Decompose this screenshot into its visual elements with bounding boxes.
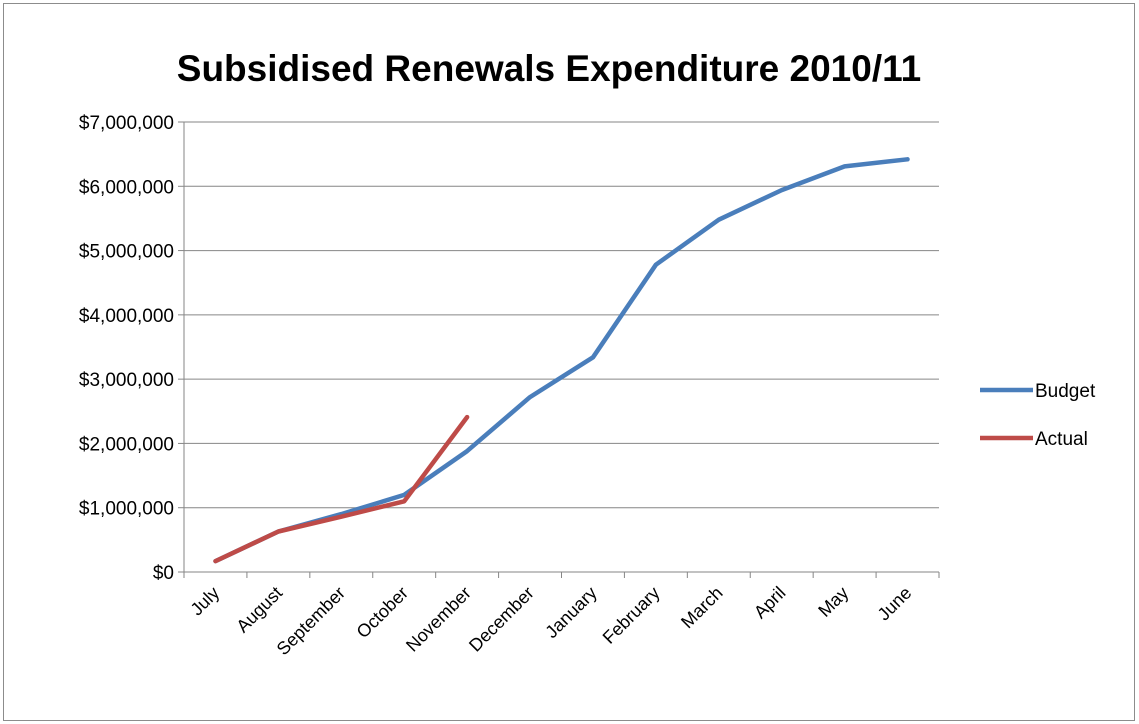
x-tick-label: March: [677, 583, 727, 633]
series-line-budget: [213, 157, 910, 564]
x-tick-label: July: [187, 583, 224, 620]
y-axis-tick-labels: $0 $1,000,000 $2,000,000 $3,000,000 $4,000,0…: [79, 113, 174, 584]
y-tick-label: $0: [153, 563, 174, 584]
y-tick-label: $5,000,000: [79, 242, 174, 263]
line-chart: Subsidised Renewals Expenditure 2010/11 …: [79, 48, 1096, 659]
x-tick-label: October: [353, 583, 412, 642]
chart-title: Subsidised Renewals Expenditure 2010/11: [177, 48, 921, 89]
chart-frame: Subsidised Renewals Expenditure 2010/11 …: [3, 3, 1135, 721]
y-tick-label: $2,000,000: [79, 434, 174, 455]
series-lines: [213, 157, 910, 564]
x-tick-label: January: [541, 583, 600, 642]
y-tick-label: $4,000,000: [79, 306, 174, 327]
x-tick-label: September: [273, 583, 349, 659]
x-tick-label: April: [750, 583, 790, 623]
y-tick-label: $6,000,000: [79, 177, 174, 198]
x-tick-label: November: [402, 583, 475, 656]
gridlines: [184, 121, 939, 509]
legend: Budget Actual: [980, 381, 1096, 450]
series-line-actual: [213, 414, 470, 564]
legend-label-budget: Budget: [1035, 381, 1096, 402]
axes: [178, 121, 940, 578]
x-tick-label: December: [465, 583, 538, 656]
x-tick-label: May: [814, 583, 852, 621]
y-tick-label: $7,000,000: [79, 113, 174, 134]
x-tick-label: June: [874, 583, 916, 625]
x-tick-label: August: [232, 583, 286, 637]
legend-label-actual: Actual: [1035, 429, 1088, 450]
y-tick-label: $3,000,000: [79, 370, 174, 391]
y-tick-label: $1,000,000: [79, 499, 174, 520]
x-tick-label: February: [599, 583, 664, 648]
